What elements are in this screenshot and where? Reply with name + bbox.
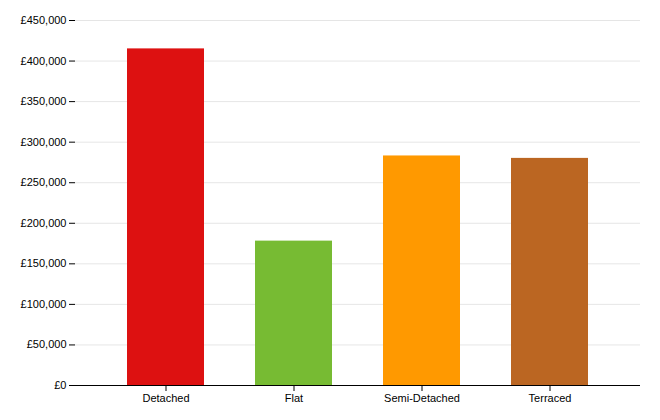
svg-text:Detached: Detached xyxy=(142,392,189,404)
svg-text:£200,000: £200,000 xyxy=(21,217,67,229)
svg-text:Semi-Detached: Semi-Detached xyxy=(384,392,460,404)
svg-text:£50,000: £50,000 xyxy=(27,338,67,350)
svg-text:£350,000: £350,000 xyxy=(21,95,67,107)
svg-text:£100,000: £100,000 xyxy=(21,298,67,310)
svg-text:£450,000: £450,000 xyxy=(21,14,67,26)
svg-text:£250,000: £250,000 xyxy=(21,176,67,188)
svg-text:Flat: Flat xyxy=(285,392,303,404)
svg-text:£150,000: £150,000 xyxy=(21,257,67,269)
svg-text:£300,000: £300,000 xyxy=(21,136,67,148)
svg-text:Terraced: Terraced xyxy=(529,392,572,404)
svg-text:£0: £0 xyxy=(54,379,66,391)
svg-text:£400,000: £400,000 xyxy=(21,55,67,67)
